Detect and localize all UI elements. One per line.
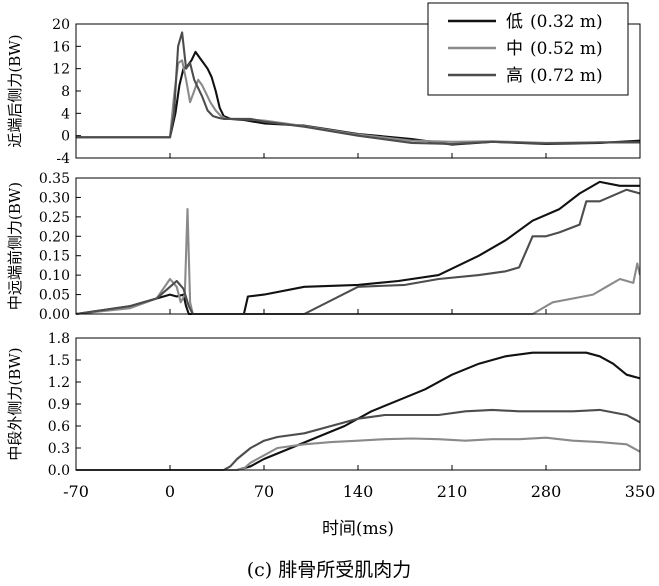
- y-tick-label: 1.2: [48, 375, 70, 391]
- y-tick-label: 0.15: [39, 249, 70, 265]
- series-line-2: [76, 59, 640, 144]
- panel-frame: [75, 337, 641, 471]
- y-tick-label: 0.3: [48, 441, 70, 457]
- series-line-3: [76, 31, 640, 146]
- y-tick-label: 0.35: [39, 171, 70, 187]
- panel-1: 20 16 12 8 4 0 -4 近端后侧力(BW): [6, 17, 641, 167]
- y-tick-label: 0.00: [39, 307, 70, 323]
- series-line-1: [76, 180, 640, 316]
- series-line-2: [76, 436, 640, 472]
- x-tick-label: -70: [63, 482, 89, 501]
- y-tick-label: 0.10: [39, 268, 70, 284]
- x-tick-label: 140: [343, 482, 374, 501]
- y-axis-label: 中远端前侧力(BW): [6, 182, 24, 310]
- y-tick-label: 0.6: [48, 419, 70, 435]
- y-tick-label: 16: [52, 39, 70, 55]
- y-tick-label: -4: [56, 151, 70, 167]
- y-tick-label: 20: [52, 17, 70, 33]
- panel-2: 0.35 0.30 0.25 0.20 0.15 0.10 0.05 0.00 中远端前侧力(B…: [6, 171, 641, 323]
- y-tick-label: 8: [61, 84, 70, 100]
- figure-caption: (c) 腓骨所受肌肉力: [247, 559, 412, 581]
- panel-3: 1.8 1.5 1.2 0.9 0.6 0.3 0.0 中段外侧力(BW): [6, 331, 641, 479]
- series-line-1: [76, 351, 640, 472]
- legend-label: 中: [506, 39, 523, 59]
- x-tick-label: 350: [625, 482, 656, 501]
- y-tick-label: 0.9: [48, 397, 70, 413]
- legend-detail: (0.72 m): [530, 66, 603, 86]
- y-tick-label: 1.8: [48, 331, 70, 347]
- y-axis-label: 近端后侧力(BW): [6, 34, 24, 147]
- y-tick-label: 0.25: [39, 210, 70, 226]
- x-axis-label: 时间(ms): [322, 519, 394, 539]
- y-tick-label: 0.0: [48, 463, 70, 479]
- legend-detail: (0.32 m): [530, 12, 603, 32]
- y-tick-label: 0.20: [39, 229, 70, 245]
- legend-label: 高: [506, 66, 523, 86]
- legend: 低 (0.32 m) 中 (0.52 m) 高 (0.72 m): [427, 2, 629, 96]
- series-line-3: [76, 188, 640, 316]
- y-tick-label: 12: [52, 62, 70, 78]
- x-tick-label: 70: [254, 482, 274, 501]
- y-tick-label: 4: [61, 106, 70, 122]
- y-tick-label: 0: [61, 129, 70, 145]
- y-axis-label: 中段外侧力(BW): [6, 347, 24, 460]
- x-tick-label: 0: [165, 482, 175, 501]
- y-tick-label: 0.05: [39, 288, 70, 304]
- legend-detail: (0.52 m): [530, 39, 603, 59]
- x-tick-label: 210: [437, 482, 468, 501]
- x-tick-label: 280: [531, 482, 562, 501]
- y-tick-label: 0.30: [39, 190, 70, 206]
- y-tick-label: 1.5: [48, 353, 70, 369]
- series-line-3: [76, 408, 640, 472]
- legend-label: 低: [506, 12, 523, 32]
